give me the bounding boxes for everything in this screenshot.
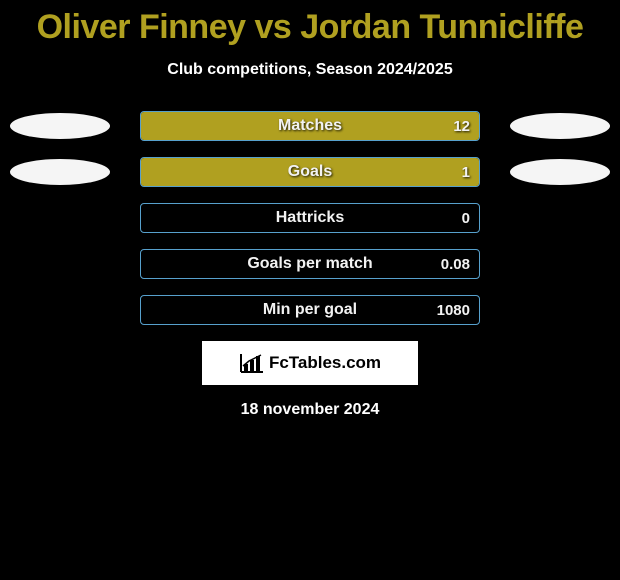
bar-track (140, 295, 480, 325)
bar-track (140, 111, 480, 141)
bar-track (140, 249, 480, 279)
bar-track (140, 203, 480, 233)
logo-box: FcTables.com (202, 341, 418, 385)
logo-text: FcTables.com (269, 353, 381, 373)
subtitle: Club competitions, Season 2024/2025 (0, 61, 620, 79)
stat-row: Goals per match 0.08 (0, 249, 620, 279)
bar-fill (141, 112, 479, 140)
player2-marker (510, 159, 610, 185)
player1-marker (10, 159, 110, 185)
stat-row: Min per goal 1080 (0, 295, 620, 325)
stat-row: Matches 12 (0, 111, 620, 141)
player2-marker (510, 113, 610, 139)
stat-row: Hattricks 0 (0, 203, 620, 233)
stat-row: Goals 1 (0, 157, 620, 187)
bar-track (140, 157, 480, 187)
comparison-chart: Matches 12 Goals 1 Hattricks 0 Goals per… (0, 111, 620, 325)
page-title: Oliver Finney vs Jordan Tunnicliffe (0, 0, 620, 47)
bar-fill (141, 158, 479, 186)
player1-marker (10, 113, 110, 139)
chart-icon (239, 352, 265, 374)
date-label: 18 november 2024 (0, 401, 620, 419)
